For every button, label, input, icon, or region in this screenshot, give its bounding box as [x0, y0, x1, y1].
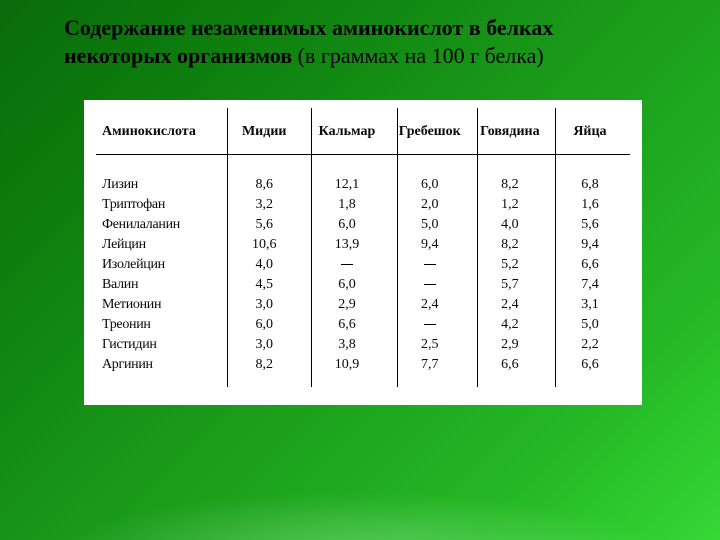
row-label: Лейцин	[96, 235, 224, 255]
cell-value: 9,4	[390, 235, 470, 255]
row-label: Метионин	[96, 295, 224, 315]
cell-value: 6,8	[550, 155, 630, 196]
cell-value: 5,6	[550, 215, 630, 235]
cell-value: 6,6	[550, 355, 630, 375]
cell-value: 1,6	[550, 195, 630, 215]
col-header: Гребешок	[390, 118, 470, 155]
cell-value: 3,0	[224, 295, 304, 315]
amino-acid-table-container: АминокислотаМидииКальмарГребешокГовядина…	[84, 100, 642, 405]
row-label: Фенилаланин	[96, 215, 224, 235]
background-glow	[0, 480, 720, 540]
row-label: Гистидин	[96, 335, 224, 355]
cell-value: 3,1	[550, 295, 630, 315]
cell-value: 1,8	[304, 195, 389, 215]
row-label: Триптофан	[96, 195, 224, 215]
table-row: Аргинин8,210,97,76,66,6	[96, 355, 630, 375]
cell-value: 6,0	[224, 315, 304, 335]
cell-value: 10,9	[304, 355, 389, 375]
column-separator	[227, 108, 228, 387]
col-header: Мидии	[224, 118, 304, 155]
cell-value: 1,2	[470, 195, 550, 215]
cell-value: 5,0	[390, 215, 470, 235]
amino-acid-table: АминокислотаМидииКальмарГребешокГовядина…	[96, 118, 630, 375]
column-separator	[311, 108, 312, 387]
table-row: Фенилаланин5,66,05,04,05,6	[96, 215, 630, 235]
col-header: Говядина	[470, 118, 550, 155]
row-label: Лизин	[96, 155, 224, 196]
dash-icon	[424, 264, 436, 265]
cell-value: 4,0	[470, 215, 550, 235]
row-label: Валин	[96, 275, 224, 295]
col-header: Яйца	[550, 118, 630, 155]
row-label: Треонин	[96, 315, 224, 335]
slide-title: Содержание незаменимых аминокислот в бел…	[64, 14, 630, 69]
cell-value: 6,0	[304, 215, 389, 235]
row-label: Изолейцин	[96, 255, 224, 275]
cell-value	[304, 255, 389, 275]
cell-value: 6,6	[304, 315, 389, 335]
cell-value	[390, 275, 470, 295]
cell-value	[390, 255, 470, 275]
dash-icon	[424, 284, 436, 285]
cell-value: 3,8	[304, 335, 389, 355]
table-row: Лизин8,612,16,08,26,8	[96, 155, 630, 196]
cell-value: 4,2	[470, 315, 550, 335]
table-row: Метионин3,02,92,42,43,1	[96, 295, 630, 315]
cell-value: 2,0	[390, 195, 470, 215]
cell-value: 2,4	[470, 295, 550, 315]
dash-icon	[424, 324, 436, 325]
table-row: Изолейцин4,0 5,26,6	[96, 255, 630, 275]
cell-value: 12,1	[304, 155, 389, 196]
cell-value: 6,0	[390, 155, 470, 196]
cell-value: 2,9	[470, 335, 550, 355]
col-header: Аминокислота	[96, 118, 224, 155]
cell-value: 5,2	[470, 255, 550, 275]
cell-value: 5,7	[470, 275, 550, 295]
table-header: АминокислотаМидииКальмарГребешокГовядина…	[96, 118, 630, 155]
col-header: Кальмар	[304, 118, 389, 155]
table-body: Лизин8,612,16,08,26,8Триптофан3,21,82,01…	[96, 155, 630, 376]
cell-value: 2,9	[304, 295, 389, 315]
cell-value: 8,6	[224, 155, 304, 196]
table-row: Валин4,56,0 5,77,4	[96, 275, 630, 295]
cell-value: 8,2	[470, 235, 550, 255]
cell-value: 5,6	[224, 215, 304, 235]
cell-value: 3,2	[224, 195, 304, 215]
cell-value: 2,4	[390, 295, 470, 315]
cell-value: 6,0	[304, 275, 389, 295]
cell-value: 2,2	[550, 335, 630, 355]
table-row: Триптофан3,21,82,01,21,6	[96, 195, 630, 215]
cell-value: 8,2	[470, 155, 550, 196]
cell-value	[390, 315, 470, 335]
cell-value: 4,5	[224, 275, 304, 295]
cell-value: 8,2	[224, 355, 304, 375]
title-normal: (в граммах на 100 г белка)	[292, 43, 544, 68]
cell-value: 2,5	[390, 335, 470, 355]
cell-value: 7,7	[390, 355, 470, 375]
cell-value: 6,6	[550, 255, 630, 275]
cell-value: 6,6	[470, 355, 550, 375]
cell-value: 4,0	[224, 255, 304, 275]
column-separator	[477, 108, 478, 387]
cell-value: 5,0	[550, 315, 630, 335]
cell-value: 13,9	[304, 235, 389, 255]
cell-value: 7,4	[550, 275, 630, 295]
table-row: Гистидин3,03,82,52,92,2	[96, 335, 630, 355]
table-row: Лейцин10,613,99,48,29,4	[96, 235, 630, 255]
column-separator	[397, 108, 398, 387]
cell-value: 10,6	[224, 235, 304, 255]
table-row: Треонин6,06,6 4,25,0	[96, 315, 630, 335]
column-separator	[555, 108, 556, 387]
dash-icon	[341, 264, 353, 265]
cell-value: 3,0	[224, 335, 304, 355]
row-label: Аргинин	[96, 355, 224, 375]
cell-value: 9,4	[550, 235, 630, 255]
